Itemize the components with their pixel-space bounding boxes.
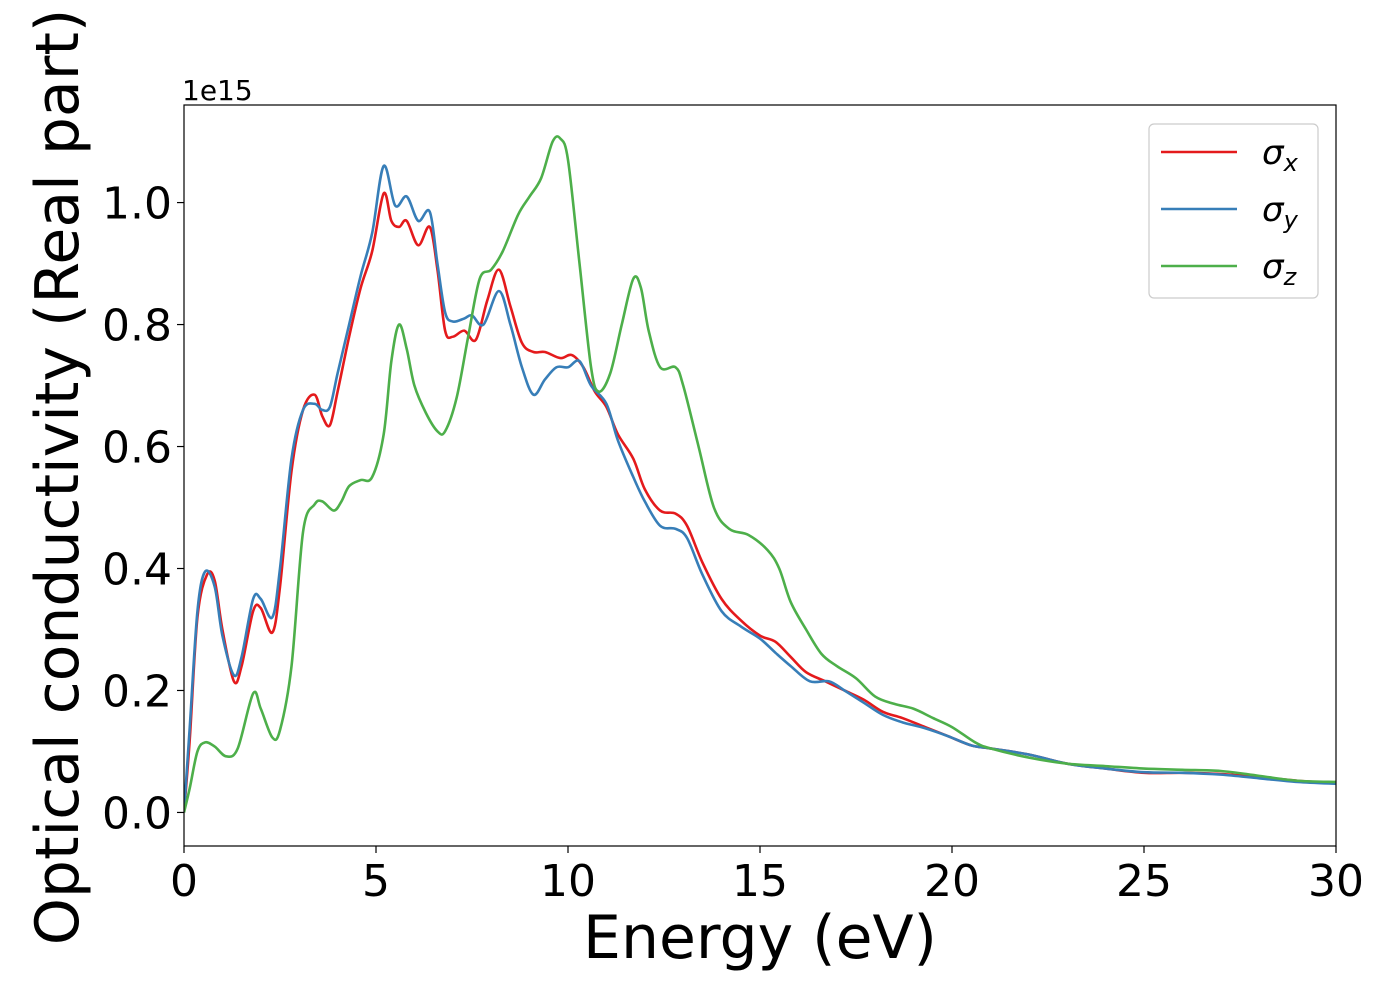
y-axis: 0.0 0.2 0.4 0.6 0.8 1.0 xyxy=(102,179,184,839)
x-tick-label: 0 xyxy=(170,856,198,907)
series-layer xyxy=(184,135,1336,813)
legend-label-x: σx xyxy=(1262,133,1299,177)
y-axis-title: Optical conductivity (Real part) xyxy=(23,9,93,946)
x-axis-title: Energy (eV) xyxy=(583,903,937,973)
y-tick-label: 0.8 xyxy=(102,301,172,352)
y-offset-label: 1e15 xyxy=(182,74,253,107)
legend-label-z: σz xyxy=(1262,247,1298,291)
y-tick-label: 0.4 xyxy=(102,545,172,596)
series-line-y xyxy=(184,164,1336,813)
x-axis: 0 5 10 15 20 25 30 xyxy=(170,846,1364,907)
x-tick-label: 5 xyxy=(362,856,390,907)
y-tick-label: 0.6 xyxy=(102,423,172,474)
legend-label-y: σy xyxy=(1262,190,1299,234)
x-tick-label: 15 xyxy=(732,856,788,907)
y-tick-label: 0.2 xyxy=(102,666,172,717)
y-tick-label: 1.0 xyxy=(102,179,172,230)
x-tick-label: 30 xyxy=(1308,856,1364,907)
series-line-x xyxy=(184,191,1336,813)
legend-frame xyxy=(1148,123,1319,299)
legend: σx σy σz xyxy=(1148,123,1319,299)
x-tick-label: 25 xyxy=(1116,856,1172,907)
series-line-z xyxy=(184,135,1336,813)
y-tick-label: 0.0 xyxy=(102,788,172,839)
x-tick-label: 20 xyxy=(924,856,980,907)
x-tick-label: 10 xyxy=(540,856,596,907)
